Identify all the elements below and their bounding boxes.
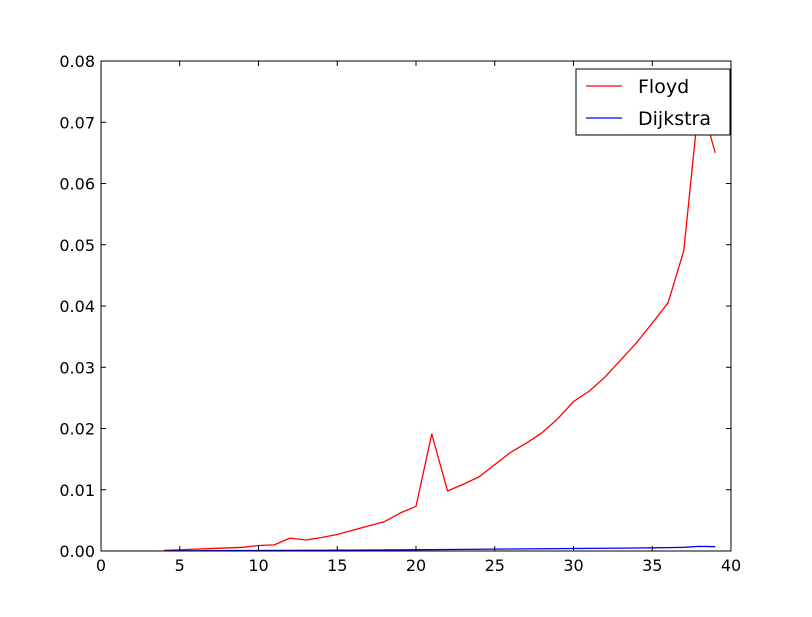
y-tick-label: 0.08 bbox=[59, 52, 95, 71]
x-tick-label: 10 bbox=[248, 556, 268, 575]
y-tick-label: 0.03 bbox=[59, 358, 95, 377]
x-tick-label: 40 bbox=[721, 556, 741, 575]
y-tick-label: 0.06 bbox=[59, 175, 95, 194]
series-line-floyd bbox=[163, 95, 716, 552]
x-tick-label: 15 bbox=[327, 556, 347, 575]
y-tick-label: 0.07 bbox=[59, 113, 95, 132]
x-tick-label: 25 bbox=[485, 556, 505, 575]
x-tick-label: 35 bbox=[642, 556, 662, 575]
y-tick-label: 0.04 bbox=[59, 297, 95, 316]
series-layer bbox=[163, 95, 716, 552]
legend-label-dijkstra: Dijkstra bbox=[638, 108, 711, 130]
y-tick-label: 0.02 bbox=[59, 420, 95, 439]
y-tick-label: 0.05 bbox=[59, 236, 95, 255]
y-tick-label: 0.01 bbox=[59, 481, 95, 500]
x-tick-label: 5 bbox=[175, 556, 185, 575]
ticks-layer: 0 5 10 15 20 25 30 35 40 0.00 0.01 0.02 0.03 0.04 0.05… bbox=[59, 52, 741, 575]
legend-box bbox=[575, 68, 731, 136]
x-tick-label: 30 bbox=[563, 556, 583, 575]
x-tick-label: 0 bbox=[96, 556, 106, 575]
legend-label-floyd: Floyd bbox=[638, 76, 689, 98]
y-tick-label: 0.00 bbox=[59, 542, 95, 561]
x-tick-label: 20 bbox=[406, 556, 426, 575]
legend: Floyd Dijkstra bbox=[575, 68, 731, 136]
